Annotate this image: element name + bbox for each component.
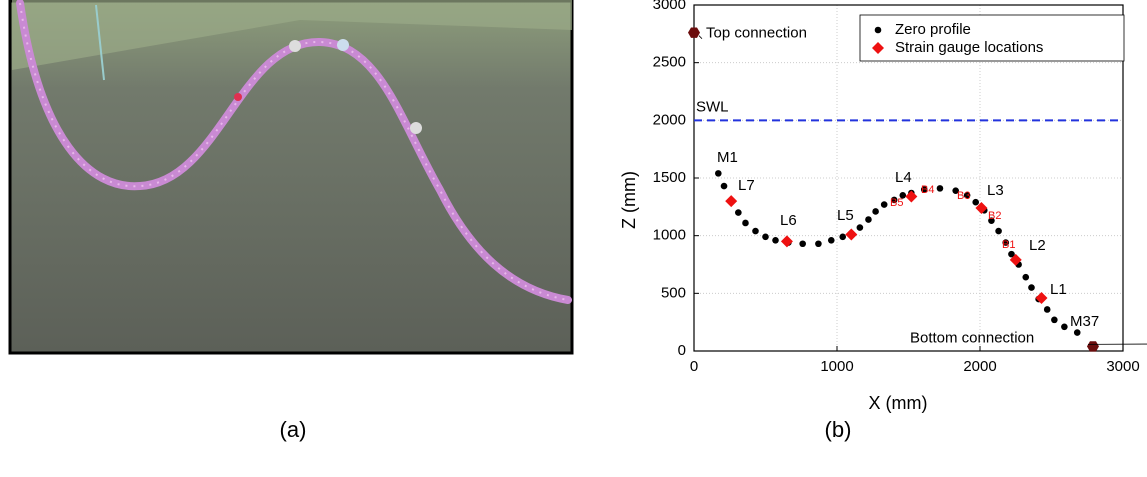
y-tick-label: 2500: [653, 54, 686, 71]
annotation: M1: [717, 149, 738, 166]
point: [1028, 284, 1035, 291]
point: [827, 236, 835, 244]
point: [890, 196, 898, 204]
leader: [698, 35, 703, 39]
point: [1008, 250, 1015, 258]
gauge-label: B5: [890, 197, 903, 209]
point: [720, 182, 728, 190]
point: [1035, 291, 1048, 304]
legend-label: Zero profile: [895, 21, 971, 38]
photo: [8, 0, 574, 355]
x-tick-label: 1000: [820, 358, 853, 375]
x-tick-label: 2000: [963, 358, 996, 375]
point: [880, 201, 888, 208]
x-axis-title: X (mm): [869, 393, 928, 413]
point: [865, 216, 872, 223]
legend-label: Strain gauge locations: [895, 39, 1043, 56]
annotation: L7: [738, 177, 755, 194]
point: [815, 240, 822, 248]
connection-marker: [1086, 341, 1099, 352]
legend-marker: [872, 42, 884, 54]
connection-label: Bottom connection: [910, 329, 1034, 346]
gauge-label: B3: [957, 190, 970, 202]
annotation: L4: [895, 169, 912, 186]
point: [905, 190, 918, 203]
point: [920, 186, 928, 193]
point: [995, 227, 1002, 235]
point: [845, 228, 858, 241]
point: [752, 227, 759, 235]
point: [715, 170, 722, 177]
annotation: L1: [1050, 281, 1067, 298]
y-tick-label: 0: [678, 342, 686, 359]
y-tick-label: 500: [661, 284, 686, 301]
point: [988, 217, 995, 224]
x-tick-label: 3000: [1106, 358, 1139, 375]
y-tick-label: 3000: [653, 0, 686, 13]
reference-label: SWL: [696, 98, 729, 115]
caption: (b): [825, 417, 852, 442]
caption: (a): [280, 417, 307, 442]
point: [742, 219, 749, 227]
gauge-label: B4: [921, 184, 934, 196]
point: [972, 198, 980, 206]
y-tick-label: 1000: [653, 227, 686, 244]
y-axis-title: Z (mm): [619, 171, 639, 229]
gauge-label: B2: [988, 210, 1001, 222]
point: [799, 240, 806, 248]
annotation: L3: [987, 182, 1004, 199]
point: [872, 208, 879, 215]
point: [899, 192, 907, 199]
gauge-label: B1: [1002, 239, 1015, 251]
y-tick-label: 2000: [653, 111, 686, 128]
point: [839, 233, 847, 241]
point: [1002, 239, 1010, 246]
annotation: L2: [1029, 237, 1046, 254]
plot-frame: [693, 4, 1124, 352]
point: [725, 195, 738, 208]
point: [735, 209, 742, 216]
y-tick-label: 1500: [653, 169, 686, 186]
point: [1061, 323, 1068, 331]
point: [1043, 306, 1051, 313]
connection-marker: [688, 27, 700, 38]
point: [952, 187, 959, 194]
legend: [859, 14, 1125, 62]
x-tick-label: 0: [690, 358, 698, 375]
point: [936, 185, 944, 192]
point: [975, 201, 988, 214]
legend-marker: [874, 26, 882, 34]
annotation: M37: [1070, 313, 1099, 330]
point: [1022, 273, 1030, 281]
point: [780, 235, 793, 248]
annotation: L5: [837, 207, 854, 224]
point: [963, 192, 971, 199]
point: [772, 236, 779, 244]
point: [1073, 329, 1081, 336]
point: [856, 224, 864, 231]
connection-label: Top connection: [706, 25, 807, 42]
point: [1009, 253, 1022, 266]
annotation: L6: [780, 212, 797, 229]
point: [762, 233, 769, 241]
point: [1051, 316, 1058, 324]
